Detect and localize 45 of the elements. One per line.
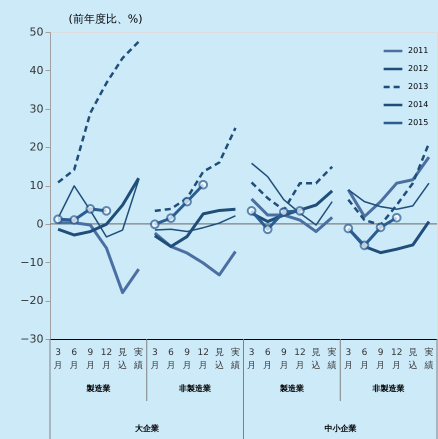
legend-label: 2013 (408, 82, 428, 91)
x-tick-label: 12月 (390, 348, 402, 371)
x-tick-label: 3月 (54, 348, 63, 371)
x-tick-label: 実績 (326, 347, 337, 371)
x-tick-label: 3月 (344, 348, 353, 371)
y-tick-label: 50 (30, 26, 44, 38)
text: 大企業 (134, 424, 159, 433)
x-tick-label: 12月 (294, 348, 306, 371)
x-tick-label: 9月 (86, 348, 95, 371)
y-tick-label: −20 (20, 294, 44, 308)
text: 非製造業 (178, 384, 212, 393)
x-tick-label: 6月 (263, 348, 272, 371)
y-tick-label: 20 (30, 140, 44, 154)
x-tick-label: 実績 (230, 347, 240, 371)
legend-label: 2012 (408, 64, 428, 73)
y-axis-title: (前年度比、%) (68, 12, 143, 26)
legend-label: 2011 (408, 46, 428, 55)
y-tick-label: 40 (30, 64, 44, 77)
x-tick-label: 見込 (118, 347, 128, 371)
y-tick-label: 10 (30, 179, 44, 192)
x-tick-label: 見込 (214, 347, 224, 371)
x-tick-label: 12月 (197, 348, 209, 371)
legend-label: 2014 (408, 100, 428, 109)
x-tick-label: 実績 (423, 347, 434, 371)
text: 製造業 (278, 384, 304, 393)
x-tick-label: 実績 (133, 347, 144, 371)
x-tick-label: 3月 (150, 348, 160, 371)
x-tick-label: 9月 (279, 348, 288, 371)
x-tick-label: 12月 (100, 348, 112, 371)
text: 製造業 (85, 384, 110, 393)
x-tick-label: 6月 (166, 348, 176, 371)
y-tick-label: −10 (20, 256, 44, 269)
x-tick-label: 9月 (376, 348, 386, 371)
x-tick-label: 6月 (360, 348, 369, 371)
y-tick-label: −30 (20, 332, 44, 346)
x-tick-label: 9月 (182, 348, 192, 371)
x-tick-label: 見込 (312, 347, 321, 371)
y-tick-label: 30 (30, 102, 44, 116)
y-tick-label: 0 (36, 217, 44, 230)
legend-label: 2015 (408, 118, 428, 127)
x-tick-label: 見込 (408, 347, 418, 371)
text: 中小企業 (324, 424, 356, 433)
text: 非製造業 (372, 384, 405, 393)
x-tick-label: 3月 (247, 348, 256, 371)
x-tick-label: 6月 (70, 348, 79, 371)
